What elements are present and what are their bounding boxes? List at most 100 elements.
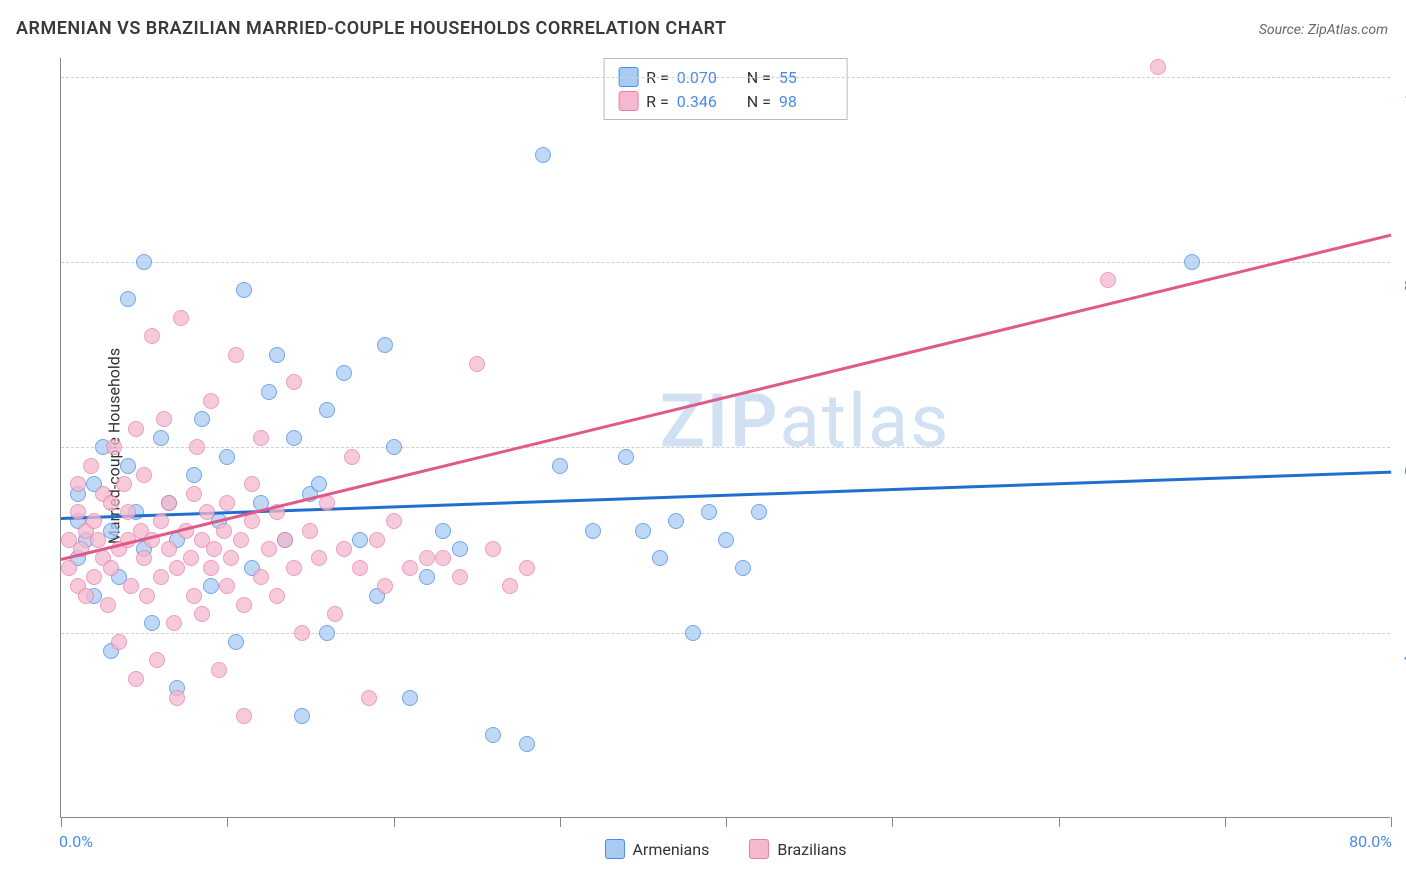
data-point-brazilians [419,550,435,566]
data-point-brazilians [173,310,189,326]
data-point-brazilians [311,550,327,566]
data-point-armenians [186,467,202,483]
data-point-brazilians [206,541,222,557]
data-point-brazilians [169,690,185,706]
x-tick [227,817,228,827]
data-point-brazilians [106,439,122,455]
data-point-brazilians [161,541,177,557]
data-point-brazilians [1100,272,1116,288]
data-point-brazilians [386,513,402,529]
data-point-armenians [336,365,352,381]
x-tick-label: 0.0% [59,832,93,851]
y-tick-label: 40.0% [1392,647,1406,666]
data-point-brazilians [294,625,310,641]
source-link[interactable]: ZipAtlas.com [1308,22,1388,38]
x-tick [61,817,62,827]
data-point-brazilians [199,504,215,520]
data-point-armenians [261,384,277,400]
data-point-armenians [685,625,701,641]
data-point-brazilians [186,486,202,502]
x-tick [892,817,893,827]
data-point-brazilians [120,504,136,520]
data-point-armenians [1184,254,1200,270]
data-point-brazilians [203,560,219,576]
data-point-brazilians [336,541,352,557]
data-point-brazilians [61,560,77,576]
x-tick [1225,817,1226,827]
legend-swatch [749,839,769,859]
trend-line-brazilians [61,234,1392,561]
data-point-brazilians [123,578,139,594]
data-point-brazilians [103,495,119,511]
y-tick-label: 100.0% [1392,91,1406,110]
data-point-brazilians [327,606,343,622]
source-prefix: Source: [1259,22,1308,38]
x-tick [1059,817,1060,827]
legend-label: Brazilians [777,840,846,859]
data-point-brazilians [194,606,210,622]
legend-r-value: 0.346 [677,92,731,111]
data-point-brazilians [286,560,302,576]
data-point-armenians [735,560,751,576]
data-point-armenians [519,736,535,752]
data-point-brazilians [1150,59,1166,75]
data-point-armenians [377,337,393,353]
data-point-brazilians [244,513,260,529]
data-point-brazilians [103,560,119,576]
data-point-armenians [435,523,451,539]
legend-swatch [618,91,638,111]
data-point-armenians [103,523,119,539]
y-tick-label: 80.0% [1392,276,1406,295]
data-point-armenians [194,411,210,427]
data-point-brazilians [219,578,235,594]
legend-n-label: N = [747,92,771,111]
watermark: ZIPatlas [660,379,950,466]
data-point-brazilians [228,347,244,363]
data-point-armenians [618,449,634,465]
data-point-armenians [386,439,402,455]
data-point-brazilians [435,550,451,566]
series-legend: Armenians Brazilians [604,839,846,859]
data-point-brazilians [111,634,127,650]
legend-item-armenians: Armenians [604,839,709,859]
data-point-brazilians [236,597,252,613]
chart-container: ARMENIAN VS BRAZILIAN MARRIED-COUPLE HOU… [0,0,1406,892]
data-point-brazilians [277,532,293,548]
data-point-brazilians [236,708,252,724]
gridline-y [61,77,1390,78]
data-point-brazilians [189,439,205,455]
data-point-brazilians [402,560,418,576]
data-point-brazilians [70,504,86,520]
data-point-armenians [120,458,136,474]
data-point-brazilians [144,328,160,344]
data-point-armenians [701,504,717,520]
data-point-brazilians [166,615,182,631]
data-point-brazilians [452,569,468,585]
data-point-brazilians [286,374,302,390]
data-point-brazilians [203,393,219,409]
data-point-armenians [153,430,169,446]
data-point-armenians [668,513,684,529]
data-point-brazilians [211,662,227,678]
data-point-armenians [228,634,244,650]
data-point-armenians [319,625,335,641]
data-point-brazilians [219,495,235,511]
data-point-armenians [136,254,152,270]
data-point-armenians [652,550,668,566]
x-tick [726,817,727,827]
legend-item-brazilians: Brazilians [749,839,846,859]
gridline-y [61,633,1390,634]
data-point-armenians [419,569,435,585]
data-point-brazilians [128,671,144,687]
data-point-brazilians [136,550,152,566]
legend-swatch [604,839,624,859]
data-point-brazilians [485,541,501,557]
watermark-bold: ZIP [660,379,780,466]
data-point-brazilians [352,560,368,576]
data-point-brazilians [469,356,485,372]
data-point-armenians [311,476,327,492]
data-point-armenians [120,291,136,307]
data-point-brazilians [86,513,102,529]
data-point-brazilians [136,467,152,483]
legend-n-value: 98 [779,92,833,111]
